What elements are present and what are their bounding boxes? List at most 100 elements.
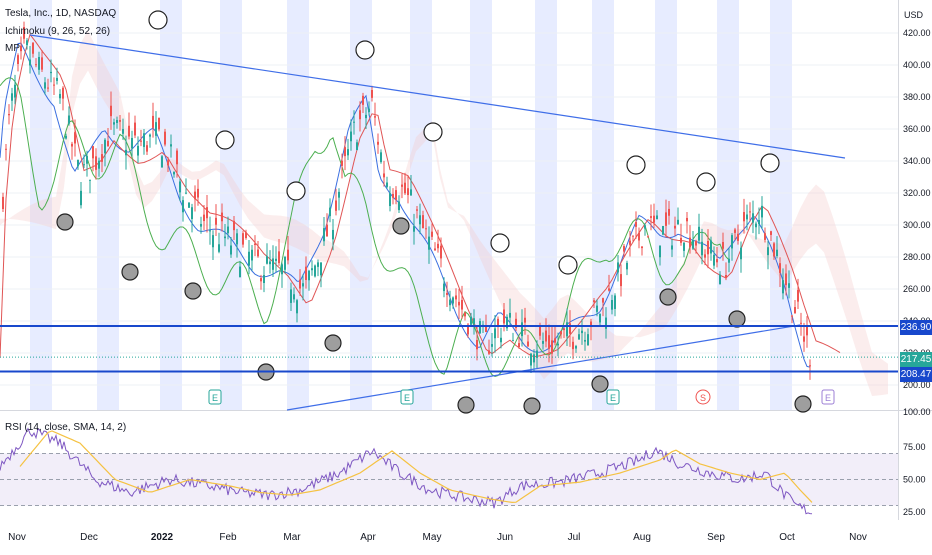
mp-marker-open — [696, 172, 716, 192]
candle-body — [221, 212, 223, 222]
candle-body — [320, 262, 322, 276]
week-band — [717, 0, 739, 410]
price-axis-tick: 320.00 — [903, 188, 931, 198]
candle-body — [260, 278, 262, 282]
candle-body — [806, 326, 808, 336]
ichimoku-legend[interactable]: Ichimoku (9, 26, 52, 26) — [5, 26, 111, 37]
candle-body — [386, 182, 388, 187]
candle-body — [323, 228, 325, 242]
candle-body — [194, 191, 196, 200]
time-axis-tick: Nov — [849, 532, 867, 543]
candle-body — [443, 283, 445, 292]
candle-body — [20, 45, 22, 52]
candle-body — [161, 156, 163, 168]
mp-marker-filled — [56, 213, 74, 231]
candle-body — [167, 160, 169, 166]
candle-body — [776, 249, 778, 257]
candle-body — [479, 321, 481, 334]
week-band — [97, 0, 119, 410]
week-band — [220, 0, 242, 410]
candle-body — [497, 318, 499, 326]
price-axis-tick: 360.00 — [903, 124, 931, 134]
rsi-axis-tick: 50.00 — [903, 475, 926, 485]
candle-body — [758, 220, 760, 224]
candle-body — [713, 254, 715, 266]
candle-body — [716, 259, 718, 263]
candle-body — [797, 290, 799, 302]
candle-body — [413, 226, 415, 232]
week-band — [160, 0, 182, 410]
candle-body — [416, 209, 418, 211]
time-axis-tick: 2022 — [151, 532, 174, 543]
descending-trendline — [29, 34, 846, 159]
rsi-legend[interactable]: RSI (14, close, SMA, 14, 2) — [5, 422, 127, 433]
symbol-title: Tesla, Inc., 1D, NASDAQ — [5, 8, 117, 19]
candle-body — [116, 120, 118, 123]
candle-body — [350, 131, 352, 142]
candle-body — [800, 322, 802, 324]
candle-body — [392, 193, 394, 198]
candle-body — [587, 334, 589, 346]
candle-body — [602, 298, 604, 303]
candle-body — [338, 191, 340, 198]
candle-body — [725, 274, 727, 279]
candle-body — [368, 108, 370, 112]
mp-marker-open — [760, 153, 780, 173]
candle-body — [665, 212, 667, 226]
candle-body — [62, 87, 64, 99]
time-axis-tick: Jul — [568, 532, 581, 543]
candle-body — [767, 247, 769, 256]
candle-body — [509, 312, 511, 318]
candle-body — [656, 215, 658, 220]
split-marker — [695, 389, 711, 405]
candle-body — [626, 262, 628, 270]
candle-body — [296, 300, 298, 314]
candle-body — [314, 265, 316, 277]
candle-body — [653, 215, 655, 223]
candle-body — [668, 208, 670, 216]
candle-body — [749, 211, 751, 213]
candle-body — [494, 328, 496, 339]
mp-marker-filled — [324, 334, 342, 352]
candle-body — [227, 226, 229, 234]
candle-body — [809, 365, 811, 367]
candle-body — [239, 266, 241, 278]
mp-marker-filled — [591, 375, 609, 393]
mp-marker-open — [558, 255, 578, 275]
candle-body — [299, 279, 301, 289]
candle-body — [305, 266, 307, 280]
price-axis-tick: 280.00 — [903, 252, 931, 262]
candle-body — [791, 315, 793, 317]
time-axis-tick: Aug — [633, 532, 651, 543]
candle-body — [374, 116, 376, 118]
candle-body — [521, 322, 523, 337]
candle-body — [206, 207, 208, 219]
candle-body — [347, 149, 349, 156]
candle-body — [578, 334, 580, 340]
candle-body — [113, 122, 115, 125]
candle-body — [635, 222, 637, 227]
candle-body — [536, 350, 538, 358]
candle-body — [95, 156, 97, 170]
candle-body — [362, 95, 364, 105]
candle-body — [740, 247, 742, 260]
candle-body — [488, 350, 490, 354]
earnings-marker — [208, 389, 222, 405]
candle-body — [662, 225, 664, 235]
mp-marker-open — [423, 122, 443, 142]
mp-marker-filled — [794, 395, 812, 413]
time-axis-tick: May — [423, 532, 442, 543]
candle-body — [611, 300, 613, 310]
candle-body — [596, 305, 598, 312]
candle-body — [125, 149, 127, 156]
candle-body — [554, 338, 556, 343]
candle-body — [779, 263, 781, 273]
mp-legend[interactable]: MP — [5, 43, 20, 54]
candle-body — [2, 196, 4, 209]
candle-body — [359, 110, 361, 120]
candle-body — [437, 243, 439, 249]
earnings-marker — [606, 389, 620, 405]
last-price-tag: 217.45 — [900, 352, 932, 367]
